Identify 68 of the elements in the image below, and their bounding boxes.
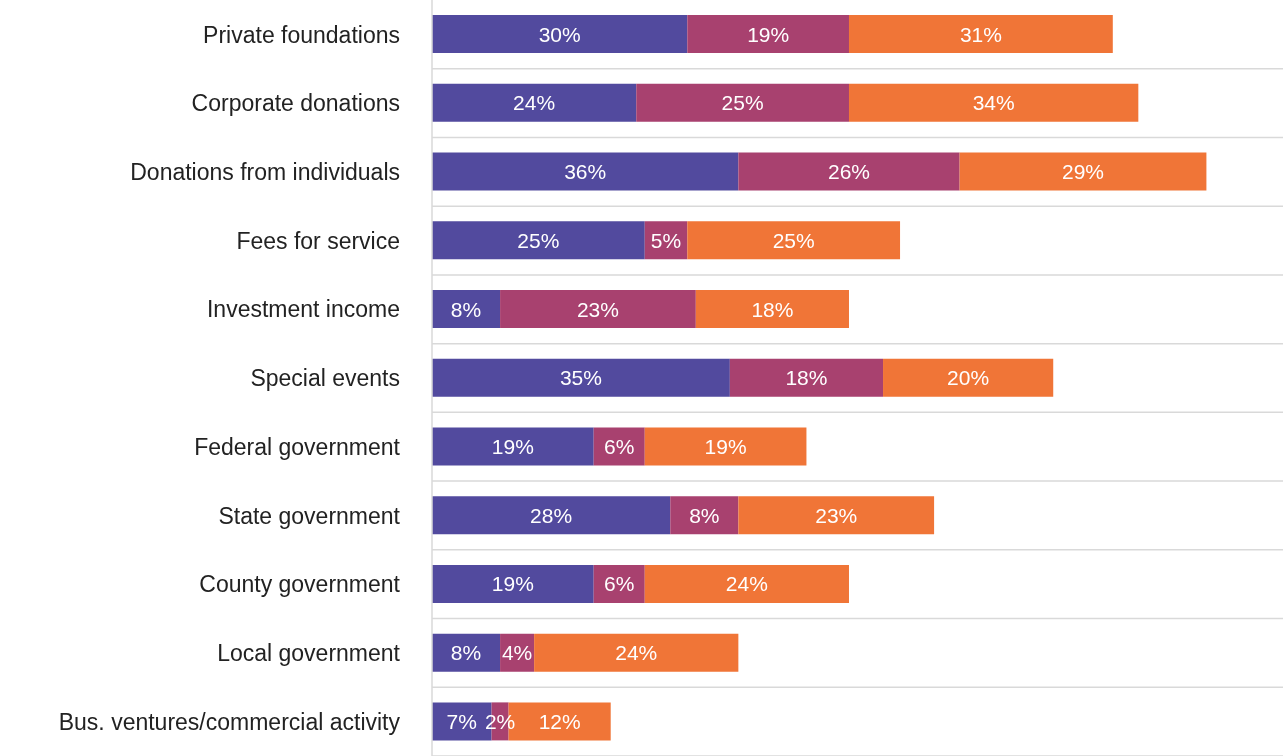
bar bbox=[432, 496, 671, 535]
data-label: 31% bbox=[959, 22, 1002, 46]
data-label: 28% bbox=[530, 503, 573, 527]
bar bbox=[432, 152, 739, 191]
bar bbox=[432, 15, 688, 54]
bar bbox=[670, 496, 739, 535]
bar bbox=[636, 83, 849, 122]
data-label: 26% bbox=[827, 160, 871, 184]
data-label: 8% bbox=[689, 503, 720, 527]
data-label: 23% bbox=[576, 297, 619, 321]
bar bbox=[738, 152, 960, 191]
bar bbox=[883, 358, 1054, 397]
data-label: 35% bbox=[559, 366, 602, 390]
data-label: 19% bbox=[491, 434, 534, 458]
y-tick-label: Donations from individuals bbox=[130, 158, 400, 185]
data-label: 6% bbox=[604, 572, 635, 596]
data-label: 18% bbox=[785, 366, 828, 390]
bar bbox=[848, 15, 1113, 54]
bar bbox=[729, 358, 884, 397]
bar bbox=[687, 221, 901, 260]
data-label: 19% bbox=[704, 434, 747, 458]
bar bbox=[432, 564, 594, 603]
data-label: 12% bbox=[538, 709, 581, 733]
y-tick-label: State government bbox=[218, 502, 401, 529]
data-label: 24% bbox=[513, 91, 556, 115]
data-label: 19% bbox=[491, 572, 534, 596]
data-label: 34% bbox=[972, 91, 1015, 115]
bar bbox=[959, 152, 1207, 191]
bar bbox=[848, 83, 1139, 122]
data-label: 7% bbox=[446, 709, 477, 733]
y-tick-label: Fees for service bbox=[236, 227, 400, 254]
data-label: 30% bbox=[538, 22, 581, 46]
data-label: 25% bbox=[517, 228, 560, 252]
data-label: 24% bbox=[615, 641, 658, 665]
data-label: 20% bbox=[947, 366, 990, 390]
y-tick-label: Federal government bbox=[194, 433, 401, 460]
data-label: 18% bbox=[751, 297, 794, 321]
data-label: 6% bbox=[604, 434, 635, 458]
y-tick-label: Investment income bbox=[206, 296, 400, 323]
bar bbox=[534, 633, 739, 672]
y-tick-label: Bus. ventures/commercial activity bbox=[58, 708, 401, 735]
bar bbox=[432, 427, 594, 466]
bar bbox=[432, 83, 637, 122]
bar bbox=[644, 564, 849, 603]
data-label: 25% bbox=[772, 228, 815, 252]
y-tick-label: Special events bbox=[250, 365, 400, 392]
bar bbox=[738, 496, 935, 535]
data-label: 4% bbox=[501, 641, 533, 665]
bar bbox=[432, 358, 730, 397]
bar bbox=[695, 290, 849, 329]
data-label: 29% bbox=[1062, 160, 1105, 184]
data-label: 36% bbox=[564, 160, 607, 184]
data-label: 23% bbox=[815, 503, 858, 527]
data-label: 8% bbox=[450, 641, 482, 665]
data-label: 19% bbox=[747, 22, 790, 46]
data-label: 2% bbox=[484, 709, 516, 733]
bar bbox=[644, 427, 807, 466]
bar bbox=[432, 221, 645, 260]
data-label: 8% bbox=[450, 297, 482, 321]
bar bbox=[687, 15, 849, 54]
data-label: 24% bbox=[725, 572, 768, 596]
y-tick-label: Private foundations bbox=[203, 21, 400, 48]
y-tick-label: Local government bbox=[217, 640, 401, 667]
bar bbox=[500, 290, 696, 329]
data-label: 25% bbox=[721, 91, 764, 115]
y-tick-label: Corporate donations bbox=[191, 90, 400, 117]
data-label: 5% bbox=[650, 228, 682, 252]
y-tick-label: County government bbox=[199, 571, 401, 598]
